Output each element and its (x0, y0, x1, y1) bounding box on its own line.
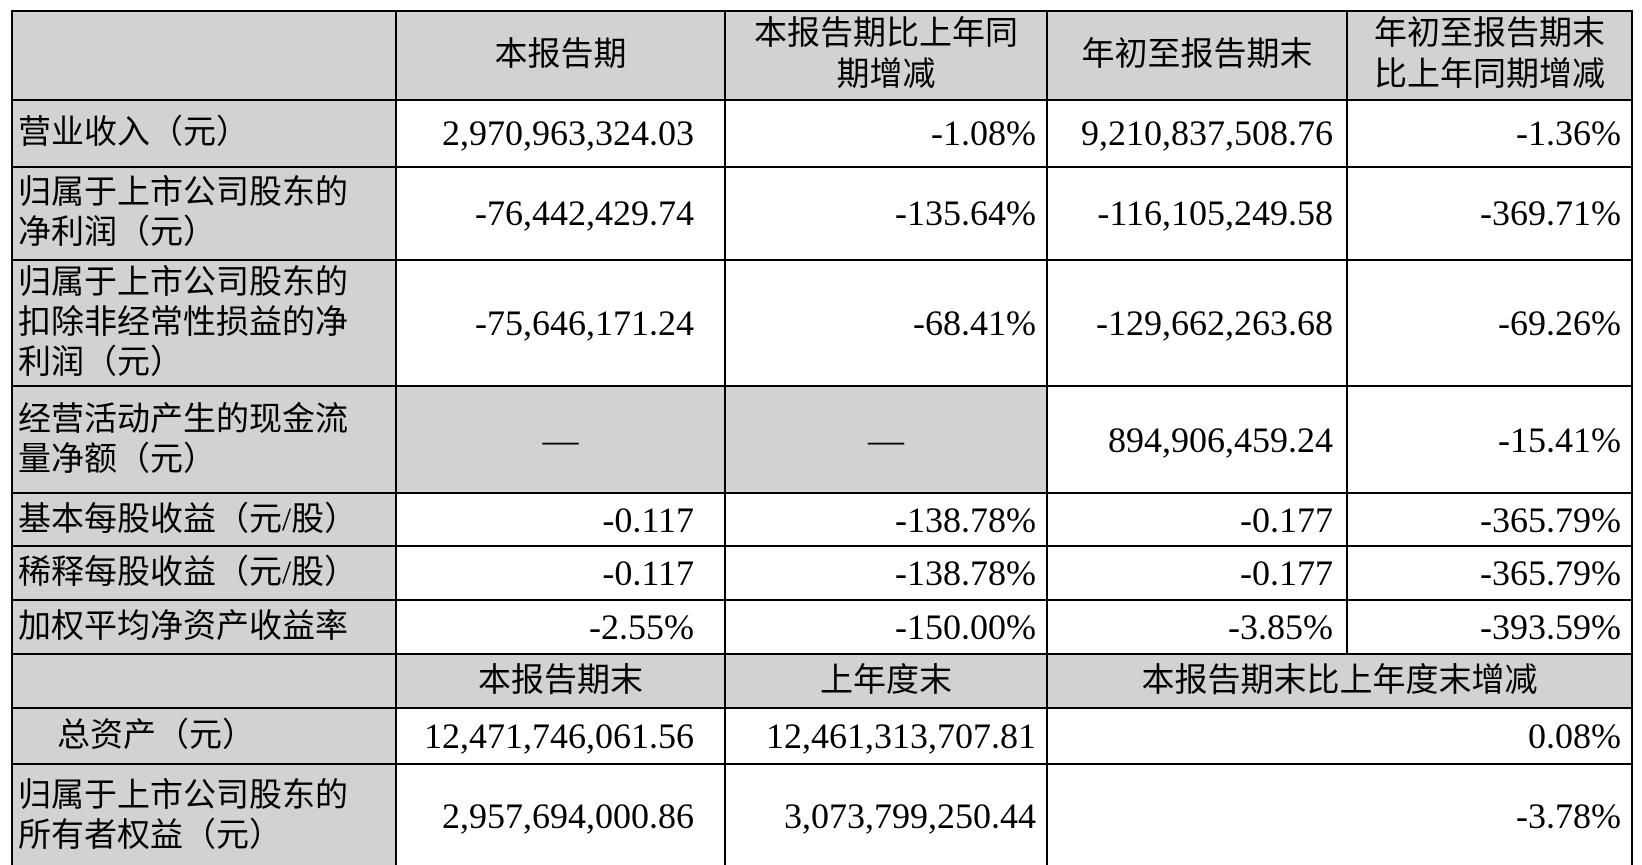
cell-value: -75,646,171.24 (395, 258, 726, 388)
header-period-end: 本报告期末 (395, 653, 726, 710)
cell-value: 12,461,313,707.81 (724, 707, 1048, 766)
header-ytd: 年初至报告期末 (1046, 10, 1348, 101)
cell-value: 12,471,746,061.56 (395, 707, 726, 766)
row-label-net-profit: 归属于上市公司股东的 净利润（元） (11, 165, 397, 261)
header-empty-corner (11, 653, 397, 710)
row-label-total-assets: 总资产（元） (11, 707, 397, 766)
cell-value: -68.41% (724, 258, 1048, 388)
header-ytd-yoy-change: 年初至报告期末 比上年同期增减 (1346, 10, 1633, 101)
header-prev-year-end: 上年度末 (724, 653, 1048, 710)
cell-value: -2.55% (395, 599, 726, 656)
row-label-diluted-eps: 稀释每股收益（元/股） (11, 545, 397, 602)
cell-value: -0.117 (395, 545, 726, 602)
row-label-basic-eps: 基本每股收益（元/股） (11, 492, 397, 548)
table-row: 总资产（元） 12,471,746,061.56 12,461,313,707.… (11, 707, 1633, 766)
table-row: 归属于上市公司股东的 扣除非经常性损益的净 利润（元） -75,646,171.… (11, 258, 1633, 388)
cell-value: 2,970,963,324.03 (395, 98, 726, 168)
table-row: 归属于上市公司股东的 净利润（元） -76,442,429.74 -135.64… (11, 165, 1633, 261)
section2-header-row: 本报告期末 上年度末 本报告期末比上年度末增减 (11, 653, 1633, 710)
cell-value: -138.78% (724, 492, 1048, 548)
row-label-operating-revenue: 营业收入（元） (11, 98, 397, 168)
cell-value: -369.71% (1346, 165, 1633, 261)
cell-value: -393.59% (1346, 599, 1633, 656)
key-financials-table: 本报告期 本报告期比上年同 期增减 年初至报告期末 年初至报告期末 比上年同期增… (11, 10, 1633, 865)
cell-value-empty-dash: — (724, 385, 1048, 495)
row-label-equity: 归属于上市公司股东的 所有者权益（元） (11, 763, 397, 865)
cell-value: -138.78% (724, 545, 1048, 602)
table-row: 稀释每股收益（元/股） -0.117 -138.78% -0.177 -365.… (11, 545, 1633, 602)
table-row: 加权平均净资产收益率 -2.55% -150.00% -3.85% -393.5… (11, 599, 1633, 656)
cell-value: -0.117 (395, 492, 726, 548)
cell-value: -135.64% (724, 165, 1048, 261)
cell-value: 9,210,837,508.76 (1046, 98, 1348, 168)
table-row: 营业收入（元） 2,970,963,324.03 -1.08% 9,210,83… (11, 98, 1633, 168)
header-current-period: 本报告期 (395, 10, 726, 101)
cell-value: -76,442,429.74 (395, 165, 726, 261)
header-empty-corner (11, 10, 397, 101)
cell-value: 2,957,694,000.86 (395, 763, 726, 865)
table-row: 基本每股收益（元/股） -0.117 -138.78% -0.177 -365.… (11, 492, 1633, 548)
cell-value: -0.177 (1046, 492, 1348, 548)
section1-header-row: 本报告期 本报告期比上年同 期增减 年初至报告期末 年初至报告期末 比上年同期增… (11, 10, 1633, 101)
cell-value: -1.36% (1346, 98, 1633, 168)
cell-value: 894,906,459.24 (1046, 385, 1348, 495)
row-label-net-profit-excl-nonrecurring: 归属于上市公司股东的 扣除非经常性损益的净 利润（元） (11, 258, 397, 388)
cell-value: -15.41% (1346, 385, 1633, 495)
cell-value: -365.79% (1346, 545, 1633, 602)
cell-value: -116,105,249.58 (1046, 165, 1348, 261)
cell-value: -150.00% (724, 599, 1048, 656)
cell-value: -0.177 (1046, 545, 1348, 602)
header-period-end-vs-prev-change: 本报告期末比上年度末增减 (1046, 653, 1633, 710)
row-label-operating-cash-flow: 经营活动产生的现金流 量净额（元） (11, 385, 397, 495)
cell-value-empty-dash: — (395, 385, 726, 495)
row-label-weighted-avg-roe: 加权平均净资产收益率 (11, 599, 397, 656)
cell-value: 0.08% (1046, 707, 1633, 766)
header-current-period-yoy-change: 本报告期比上年同 期增减 (724, 10, 1048, 101)
cell-value: -3.78% (1046, 763, 1633, 865)
cell-value: -3.85% (1046, 599, 1348, 656)
table-row: 归属于上市公司股东的 所有者权益（元） 2,957,694,000.86 3,0… (11, 763, 1633, 865)
table-row: 经营活动产生的现金流 量净额（元） — — 894,906,459.24 -15… (11, 385, 1633, 495)
cell-value: -365.79% (1346, 492, 1633, 548)
cell-value: 3,073,799,250.44 (724, 763, 1048, 865)
cell-value: -1.08% (724, 98, 1048, 168)
cell-value: -69.26% (1346, 258, 1633, 388)
cell-value: -129,662,263.68 (1046, 258, 1348, 388)
